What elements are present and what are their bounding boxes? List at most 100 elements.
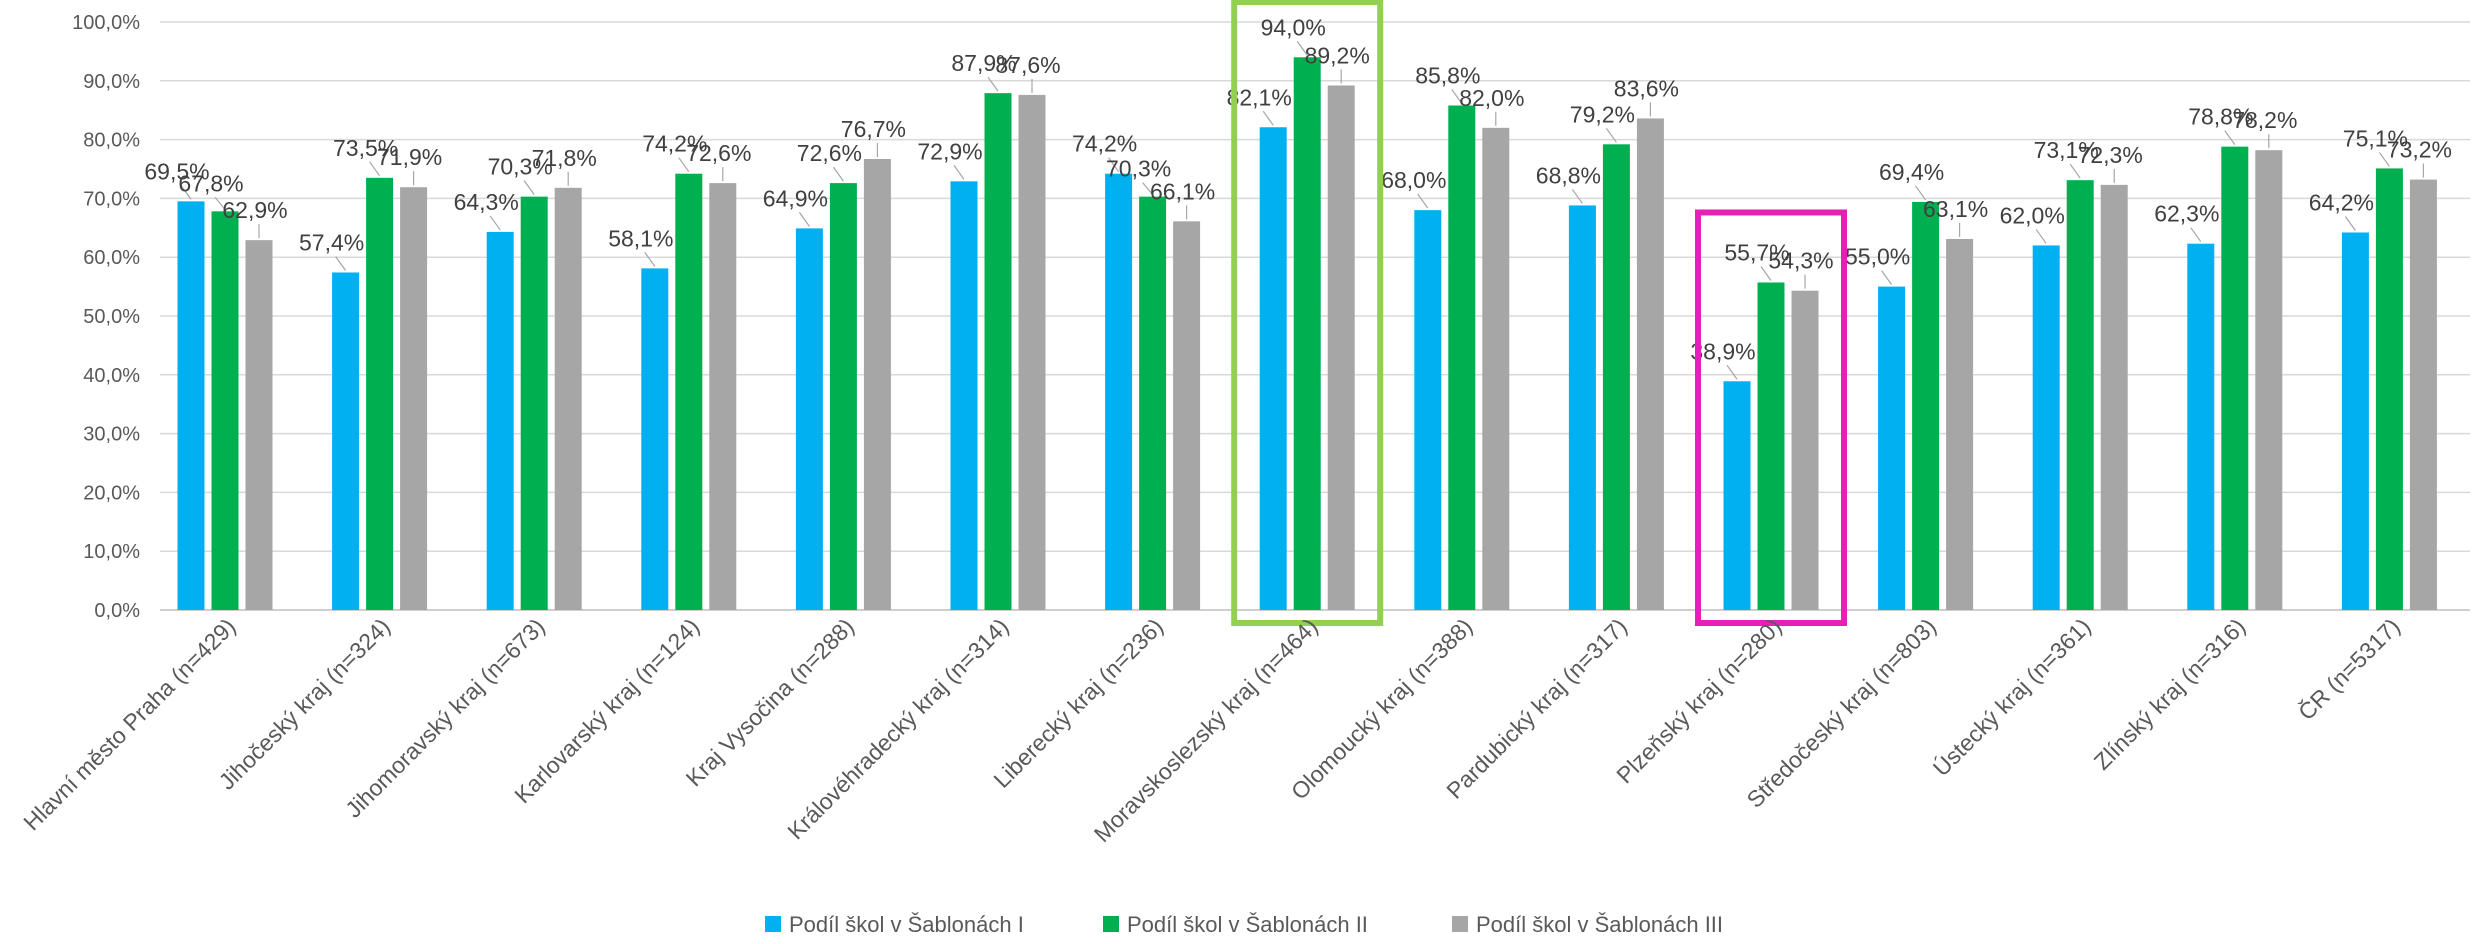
y-tick-label: 80,0% [83, 130, 140, 152]
y-tick-label: 10,0% [83, 541, 140, 563]
legend: Podíl škol v Šablonách I Podíl škol v Šab… [765, 912, 1723, 937]
bar-stredocesky-kraj-n-803-s3 [1946, 238, 1974, 611]
bar-kraj-vysocina-n-288-s1 [795, 228, 823, 610]
leader-line [2378, 152, 2390, 167]
bar-liberecky-kraj-n-236-s2 [1139, 196, 1167, 611]
data-label-kralovehradecky-kraj-n-314-s2: 87,9% [951, 50, 1016, 76]
legend-swatch-1 [765, 916, 781, 932]
leader-line [2224, 130, 2236, 146]
data-label-kraj-vysocina-n-288-s3: 76,7% [841, 116, 906, 142]
bar-jihocesky-kraj-n-324-s3 [400, 187, 428, 610]
bar-kralovehradecky-kraj-n-314-s2 [984, 93, 1012, 610]
leader-line [369, 161, 381, 177]
leader-line [798, 212, 810, 227]
x-tick-label-liberecky-kraj-n-236: Liberecký kraj (n=236) [988, 613, 1168, 793]
data-label-stredocesky-kraj-n-803-s3: 63,1% [1923, 196, 1988, 222]
y-axis: 0,0% 10,0% 20,0% 30,0% 40,0% 50,0% 60,0% 70,0% 8… [72, 12, 140, 622]
data-label-kralovehradecky-kraj-n-314-s1: 72,9% [917, 138, 982, 164]
data-label-plzensky-kraj-n-280-s1: 38,9% [1690, 338, 1755, 364]
data-label-olomoucky-kraj-n-388-s2: 85,8% [1415, 62, 1480, 88]
bar-ustecky-kraj-n-361-s3 [2100, 184, 2128, 610]
data-label-jihocesky-kraj-n-324-s1: 57,4% [299, 229, 364, 255]
leader-line [2069, 163, 2081, 179]
highlight-boxes [1231, 0, 1847, 626]
data-label-liberecky-kraj-n-236-s2: 70,3% [1106, 156, 1171, 182]
bar-moravskoslezsky-kraj-n-464-s3 [1327, 85, 1355, 610]
x-tick-label-ustecky-kraj-n-361: Ústecký kraj (n=361) [1928, 613, 2096, 781]
data-label-cr-n-5317-s3: 73,2% [2387, 137, 2452, 163]
bar-karlovarsky-kraj-n-124-s1 [641, 268, 669, 610]
leader-line [214, 196, 226, 210]
leader-line [180, 184, 192, 200]
bar-kraj-vysocina-n-288-s2 [829, 183, 857, 610]
leader-line [2190, 227, 2202, 243]
legend-label-2: Podíl škol v Šablonách II [1127, 912, 1368, 937]
data-label-ustecky-kraj-n-361-s3: 72,3% [2078, 142, 2143, 168]
x-tick-label-olomoucky-kraj-n-388: Olomoucký kraj (n=388) [1286, 613, 1477, 804]
bar-liberecky-kraj-n-236-s1 [1105, 173, 1133, 611]
data-label-kraj-vysocina-n-288-s2: 72,6% [797, 140, 862, 166]
data-label-cr-n-5317-s2: 75,1% [2343, 125, 2408, 151]
data-label-kralovehradecky-kraj-n-314-s3: 87,6% [995, 52, 1060, 78]
x-tick-label-plzensky-kraj-n-280: Plzeňský kraj (n=280) [1611, 613, 1786, 788]
leader-line [678, 157, 690, 173]
leader-line [1915, 185, 1927, 201]
bar-moravskoslezsky-kraj-n-464-s2 [1293, 57, 1321, 610]
bar-stredocesky-kraj-n-803-s2 [1912, 201, 1940, 611]
leader-line [1417, 193, 1429, 209]
highlight-box-moravskoslezsky-kraj-n-464 [1231, 0, 1384, 626]
bar-kralovehradecky-kraj-n-314-s1 [950, 181, 978, 610]
y-tick-label: 100,0% [72, 12, 140, 34]
y-tick-label: 40,0% [83, 365, 140, 387]
data-label-stredocesky-kraj-n-803-s1: 55,0% [1845, 244, 1910, 270]
data-labels: 69,5%67,8%62,9% 57,4% 73,5%71,9% 64,3% 70,3%… [144, 14, 2452, 364]
data-label-moravskoslezsky-kraj-n-464-s3: 89,2% [1305, 43, 1370, 69]
leader-line [1262, 110, 1274, 126]
bar-cr-n-5317-s3 [2409, 179, 2437, 611]
bar-hlavni-mesto-praha-n-429-s1 [177, 201, 205, 610]
data-label-karlovarsky-kraj-n-124-s2: 74,2% [642, 131, 707, 157]
data-label-kraj-vysocina-n-288-s1: 64,9% [763, 185, 828, 211]
bar-hlavni-mesto-praha-n-429-s2 [211, 211, 239, 610]
y-tick-label: 70,0% [83, 188, 140, 210]
leader-line [523, 180, 535, 195]
leader-line [1142, 182, 1154, 196]
x-tick-label-kraj-vysocina-n-288: Kraj Vysočina (n=288) [681, 613, 859, 791]
data-label-hlavni-mesto-praha-n-429-s3: 62,9% [222, 197, 287, 223]
bar-moravskoslezsky-kraj-n-464-s1 [1259, 127, 1287, 610]
data-label-karlovarsky-kraj-n-124-s3: 72,6% [686, 140, 751, 166]
y-tick-label: 50,0% [83, 306, 140, 328]
bar-zlinsky-kraj-n-316-s1 [2187, 243, 2215, 610]
data-label-liberecky-kraj-n-236-s3: 66,1% [1150, 178, 1215, 204]
bar-olomoucky-kraj-n-388-s3 [1482, 127, 1510, 610]
leader-line [1451, 89, 1463, 104]
leader-line [335, 256, 347, 271]
leader-line [644, 252, 656, 267]
bar-zlinsky-kraj-n-316-s2 [2221, 146, 2249, 610]
bar-kraj-vysocina-n-288-s3 [863, 159, 891, 610]
data-label-ustecky-kraj-n-361-s2: 73,1% [2034, 137, 2099, 163]
data-label-jihomoravsky-kraj-n-673-s3: 71,8% [532, 145, 597, 171]
leader-line [1605, 127, 1617, 143]
leader-lines [180, 40, 2424, 380]
data-label-plzensky-kraj-n-280-s2: 55,7% [1724, 239, 1789, 265]
x-axis: Hlavní město Praha (n=429)Jihočeský kraj… [18, 612, 2405, 847]
bar-karlovarsky-kraj-n-124-s2 [675, 173, 703, 611]
bar-olomoucky-kraj-n-388-s2 [1448, 105, 1476, 610]
bar-ustecky-kraj-n-361-s2 [2066, 180, 2094, 610]
data-label-liberecky-kraj-n-236-s1: 74,2% [1072, 131, 1137, 157]
data-label-zlinsky-kraj-n-316-s1: 62,3% [2154, 201, 2219, 227]
data-label-moravskoslezsky-kraj-n-464-s2: 94,0% [1261, 14, 1326, 40]
bar-plzensky-kraj-n-280-s3 [1791, 290, 1819, 610]
bar-plzensky-kraj-n-280-s1 [1723, 381, 1751, 610]
legend-label-1: Podíl škol v Šablonách I [789, 912, 1024, 937]
bar-cr-n-5317-s2 [2375, 168, 2403, 611]
data-label-stredocesky-kraj-n-803-s2: 69,4% [1879, 159, 1944, 185]
bar-jihomoravsky-kraj-n-673-s1 [486, 231, 514, 610]
y-tick-label: 90,0% [83, 71, 140, 93]
data-label-ustecky-kraj-n-361-s1: 62,0% [2000, 202, 2065, 228]
leader-line [1760, 266, 1772, 281]
legend-label-3: Podíl škol v Šablonách III [1476, 912, 1723, 937]
bar-stredocesky-kraj-n-803-s1 [1878, 286, 1906, 610]
y-tick-label: 20,0% [83, 482, 140, 504]
